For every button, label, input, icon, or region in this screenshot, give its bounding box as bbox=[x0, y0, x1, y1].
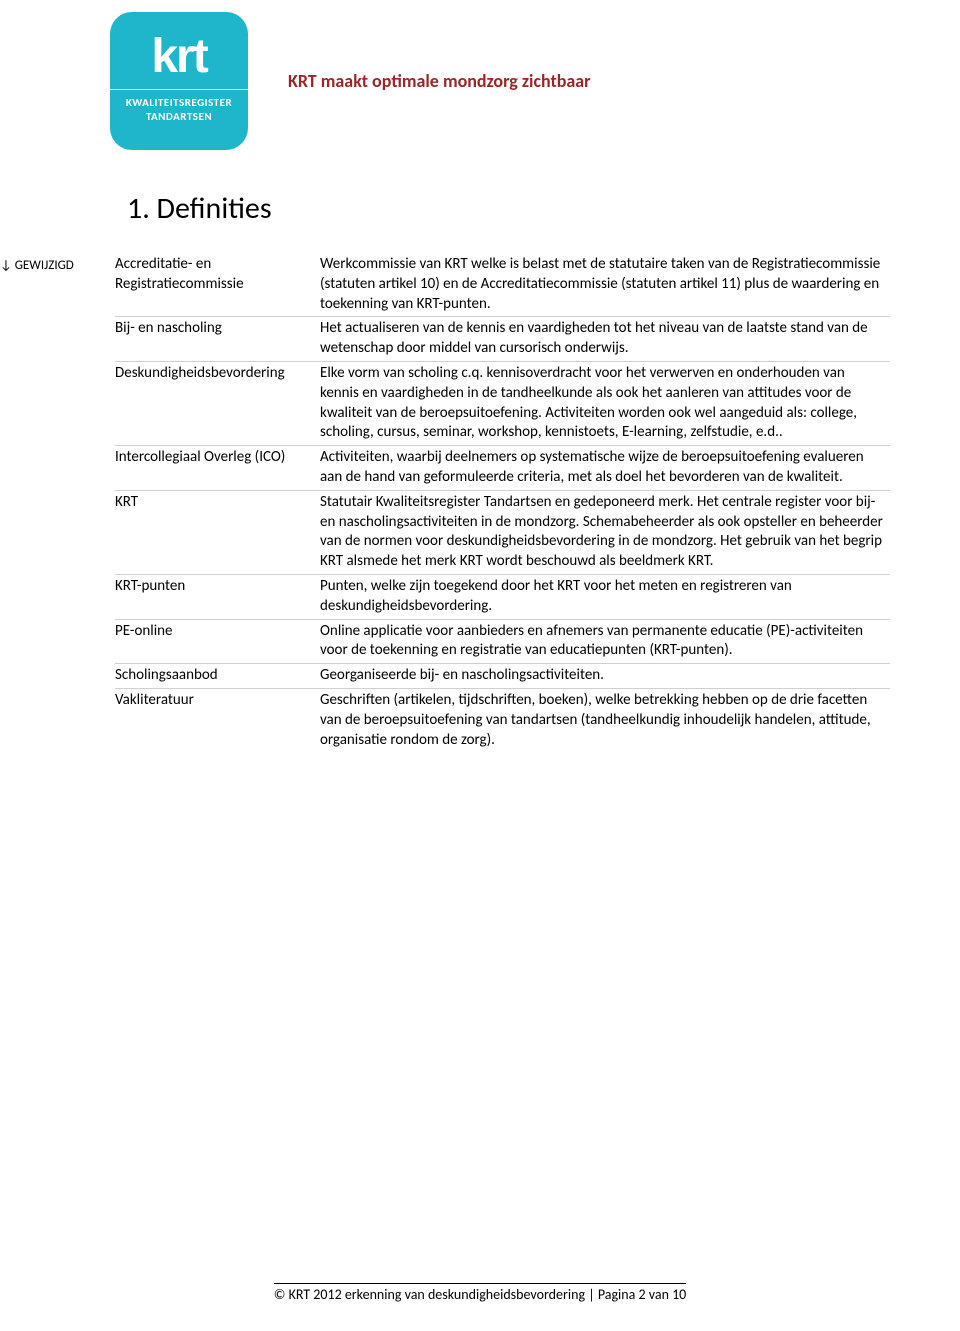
definitions-table: Accreditatie- en RegistratiecommissieWer… bbox=[115, 253, 890, 752]
definition-text: Geschriften (artikelen, tijdschriften, b… bbox=[320, 688, 890, 752]
table-row: VakliteratuurGeschriften (artikelen, tij… bbox=[115, 688, 890, 752]
table-row: Intercollegiaal Overleg (ICO)Activiteite… bbox=[115, 446, 890, 491]
table-row: DeskundigheidsbevorderingElke vorm van s… bbox=[115, 361, 890, 445]
definition-term: KRT-punten bbox=[115, 574, 320, 619]
definition-text: Online applicatie voor aanbieders en afn… bbox=[320, 619, 890, 664]
table-row: Bij- en nascholingHet actualiseren van d… bbox=[115, 317, 890, 362]
table-row: PE-onlineOnline applicatie voor aanbiede… bbox=[115, 619, 890, 664]
definition-text: Georganiseerde bij- en nascholingsactivi… bbox=[320, 664, 890, 689]
table-row: KRT-puntenPunten, welke zijn toegekend d… bbox=[115, 574, 890, 619]
definition-term: KRT bbox=[115, 490, 320, 574]
definition-term: Deskundigheidsbevordering bbox=[115, 361, 320, 445]
definition-text: Statutair Kwaliteitsregister Tandartsen … bbox=[320, 490, 890, 574]
page-footer: © KRT 2012 erkenning van deskundigheidsb… bbox=[0, 1283, 960, 1303]
logo-short: krt bbox=[151, 33, 206, 81]
definition-text: Werkcommissie van KRT welke is belast me… bbox=[320, 253, 890, 317]
definition-text: Het actualiseren van de kennis en vaardi… bbox=[320, 317, 890, 362]
page-header: krt KWALITEITSREGISTER TANDARTSEN KRT ma… bbox=[0, 0, 960, 150]
definition-text: Activiteiten, waarbij deelnemers op syst… bbox=[320, 446, 890, 491]
footer-text: © KRT 2012 erkenning van deskundigheidsb… bbox=[274, 1283, 687, 1303]
definition-text: Elke vorm van scholing c.q. kennisoverdr… bbox=[320, 361, 890, 445]
definition-term: Intercollegiaal Overleg (ICO) bbox=[115, 446, 320, 491]
definition-text: Punten, welke zijn toegekend door het KR… bbox=[320, 574, 890, 619]
logo-divider bbox=[110, 89, 248, 90]
definition-term: PE-online bbox=[115, 619, 320, 664]
table-row: KRTStatutair Kwaliteitsregister Tandarts… bbox=[115, 490, 890, 574]
table-row: ScholingsaanbodGeorganiseerde bij- en na… bbox=[115, 664, 890, 689]
content: 1. Definities Accreditatie- en Registrat… bbox=[0, 150, 960, 752]
definition-term: Scholingsaanbod bbox=[115, 664, 320, 689]
logo-subtitle: KWALITEITSREGISTER TANDARTSEN bbox=[126, 96, 232, 122]
changed-marker: ↓ GEWIJZIGD bbox=[0, 258, 74, 273]
table-row: Accreditatie- en RegistratiecommissieWer… bbox=[115, 253, 890, 317]
section-heading: 1. Definities bbox=[127, 190, 890, 227]
definition-term: Bij- en nascholing bbox=[115, 317, 320, 362]
definition-term: Vakliteratuur bbox=[115, 688, 320, 752]
krt-logo: krt KWALITEITSREGISTER TANDARTSEN bbox=[110, 12, 248, 150]
definition-term: Accreditatie- en Registratiecommissie bbox=[115, 253, 320, 317]
tagline: KRT maakt optimale mondzorg zichtbaar bbox=[288, 70, 591, 92]
